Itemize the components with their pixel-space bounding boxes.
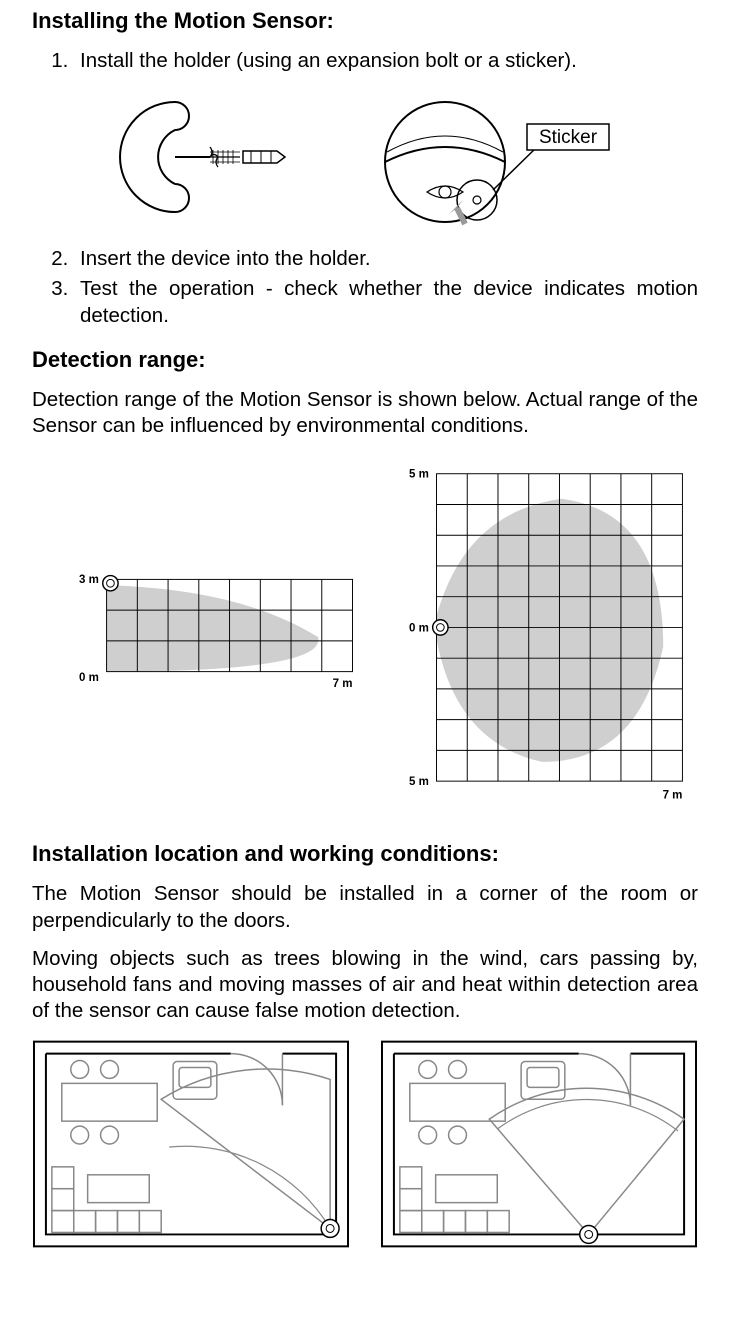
room-corner-diagram	[32, 1039, 350, 1249]
install-step-1: Install the holder (using an expansion b…	[74, 48, 698, 74]
heading-detection-range: Detection range:	[32, 347, 698, 373]
holder-illustrations: Sticker	[32, 92, 698, 232]
top-chart-y-top: 5 m	[409, 469, 429, 481]
top-range-chart: 5 m 0 m 5 m 7 m	[400, 453, 698, 823]
install-steps: Install the holder (using an expansion b…	[32, 48, 698, 74]
top-chart-y-bottom: 5 m	[409, 776, 429, 788]
side-chart-y-bottom: 0 m	[79, 673, 99, 685]
heading-installing: Installing the Motion Sensor:	[32, 8, 698, 34]
detection-range-intro: Detection range of the Motion Sensor is …	[32, 387, 698, 439]
holder-bolt-illustration	[115, 92, 305, 222]
install-step-3: Test the operation - check whether the d…	[74, 276, 698, 328]
installation-location-p2: Moving objects such as trees blowing in …	[32, 946, 698, 1025]
top-chart-y-mid: 0 m	[409, 623, 429, 635]
sticker-label: Sticker	[539, 127, 598, 148]
heading-installation-location: Installation location and working condit…	[32, 841, 698, 867]
holder-sticker-illustration: Sticker	[365, 92, 615, 232]
room-diagrams	[32, 1039, 698, 1249]
room-wall-diagram	[380, 1039, 698, 1249]
install-steps-cont: Insert the device into the holder. Test …	[32, 246, 698, 329]
install-step-2: Insert the device into the holder.	[74, 246, 698, 272]
side-chart-x-right: 7 m	[333, 678, 353, 690]
range-charts: 3 m 0 m 7 m	[72, 453, 698, 823]
installation-location-p1: The Motion Sensor should be installed in…	[32, 881, 698, 933]
side-chart-y-top: 3 m	[79, 575, 99, 587]
side-range-chart: 3 m 0 m 7 m	[72, 563, 360, 713]
top-chart-x-right: 7 m	[663, 790, 683, 802]
